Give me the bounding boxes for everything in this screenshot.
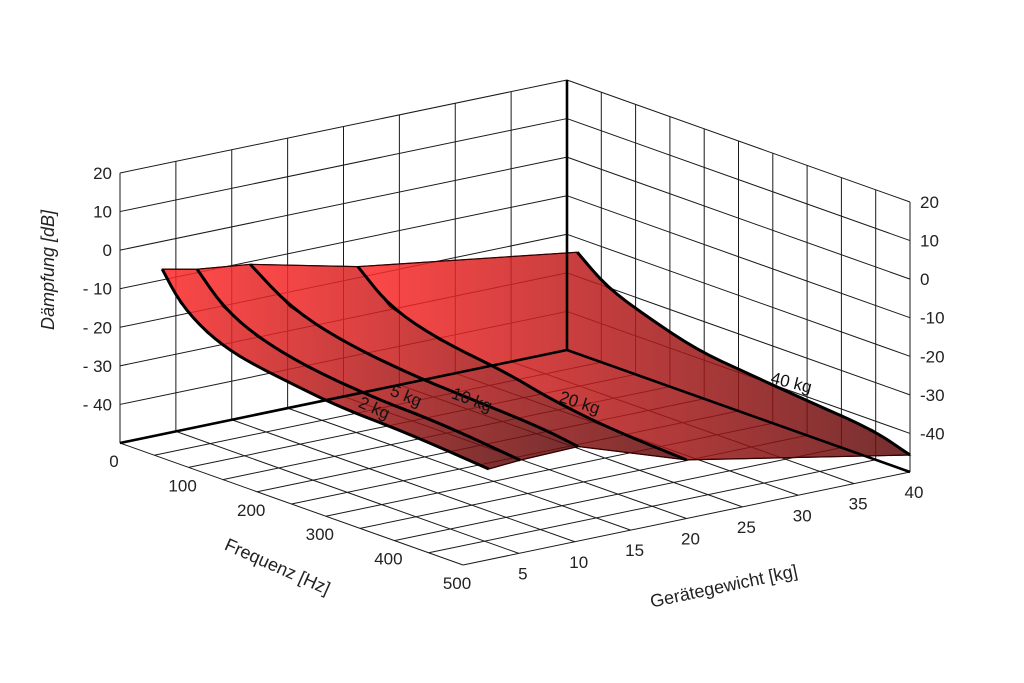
z-tick-label-right: 10 <box>920 232 939 251</box>
y-tick-label: 5 <box>518 564 527 583</box>
z-tick-label-left: - 10 <box>83 280 112 299</box>
floor-gridline <box>175 430 520 554</box>
curve-20kg <box>356 265 688 462</box>
x-tick-label: 400 <box>374 550 402 569</box>
x-tick-label: 500 <box>443 574 471 593</box>
z-tick-label-left: 20 <box>93 164 112 183</box>
z-tick-label-right: 0 <box>920 270 929 289</box>
floor-gridline <box>231 419 575 543</box>
right-wall-gridline <box>566 195 911 319</box>
z-tick-label-right: -20 <box>920 347 945 366</box>
right-wall-gridline <box>566 79 911 203</box>
z-tick-label-right: 20 <box>920 193 939 212</box>
x-tick-label: 300 <box>306 525 334 544</box>
curve-5kg <box>195 268 521 462</box>
y-tick-label: 35 <box>849 495 868 514</box>
curve-2kg <box>160 268 490 471</box>
left-wall-gridline <box>119 118 568 213</box>
floor-back-left-edge <box>119 348 568 445</box>
floor-gridline <box>119 442 464 566</box>
floor-right-edge <box>566 348 911 474</box>
z-tick-label-right: -40 <box>920 424 945 443</box>
floor-gridline <box>287 407 631 531</box>
z-tick-label-left: - 30 <box>83 357 112 376</box>
x-tick-label: 100 <box>168 476 196 495</box>
y-tick-label: 10 <box>569 553 588 572</box>
surface <box>161 251 912 470</box>
y-tick-label: 25 <box>737 518 756 537</box>
axis-edges <box>119 80 911 474</box>
y-axis-label: Gerätegewicht [kg] <box>648 561 799 612</box>
left-wall-gridline <box>119 156 568 251</box>
y-tick-label: 15 <box>625 541 644 560</box>
left-wall-gridline <box>119 79 568 174</box>
y-tick-label: 40 <box>905 483 924 502</box>
y-tick-label: 20 <box>681 530 700 549</box>
z-tick-label-left: 10 <box>93 203 112 222</box>
right-wall-gridline <box>566 118 911 242</box>
z-tick-label-left: 0 <box>103 241 112 260</box>
z-tick-label-left: - 40 <box>83 395 112 414</box>
x-tick-label: 200 <box>237 501 265 520</box>
curve-10kg <box>249 263 579 448</box>
right-wall-gridline <box>566 272 911 396</box>
y-tick-label: 30 <box>793 506 812 525</box>
x-tick-label: 0 <box>109 452 118 471</box>
z-axis-label: Dämpfung [dB] <box>38 209 58 330</box>
z-tick-label-right: -10 <box>920 309 945 328</box>
z-tick-label-left: - 20 <box>83 318 112 337</box>
curve-40kg <box>576 251 911 457</box>
z-tick-label-right: -30 <box>920 386 945 405</box>
right-wall-gridline <box>566 233 911 357</box>
right-wall-gridline <box>566 156 911 280</box>
